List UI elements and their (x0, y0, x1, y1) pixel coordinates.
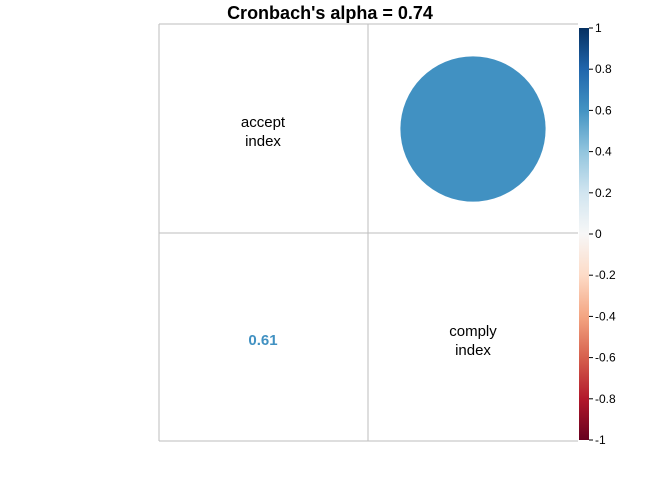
colorbar-tick-label: 0.8 (595, 62, 612, 76)
diag-label-accept-line2: index (245, 133, 281, 150)
colorbar-tick-label: -1 (595, 433, 606, 447)
colorbar-tick-label: 0.4 (595, 145, 612, 159)
diag-label-comply-line2: index (455, 342, 491, 359)
correlation-circle (400, 56, 546, 202)
color-legend: 1 0.8 0.6 0.4 0.2 0 -0.2 -0.4 -0.6 -0.8 -1 (579, 21, 616, 447)
chart-title: Cronbach's alpha = 0.74 (227, 3, 433, 23)
correlation-value-label: 0.61 (248, 332, 277, 349)
colorbar-tick-label: -0.2 (595, 268, 616, 282)
colorbar-tick-label: -0.4 (595, 309, 616, 323)
colorbar-tick-label: -0.6 (595, 351, 616, 365)
colorbar-tick-label: -0.8 (595, 392, 616, 406)
diag-label-comply-line1: comply (449, 323, 497, 340)
colorbar-tick-label: 0 (595, 227, 602, 241)
colorbar-gradient (579, 28, 589, 440)
matrix-grid (158, 23, 578, 442)
colorbar-tick-label: 0.6 (595, 103, 612, 117)
colorbar-tick-label: 0.2 (595, 186, 612, 200)
colorbar-tick-label: 1 (595, 21, 602, 35)
diag-label-accept-line1: accept (241, 114, 286, 131)
